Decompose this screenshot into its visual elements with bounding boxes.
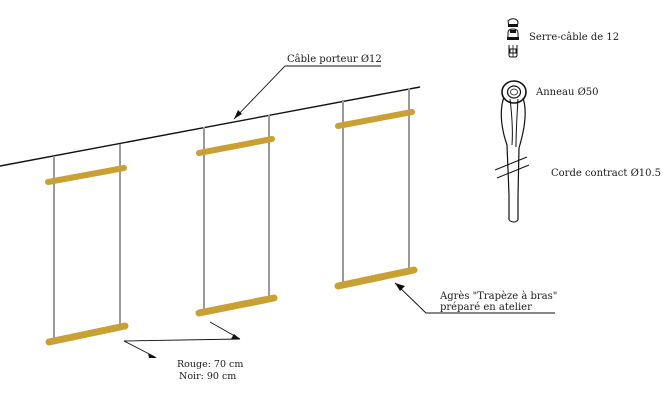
spacing-arrowhead-right — [231, 334, 240, 339]
trapeze-3 — [334, 88, 418, 290]
rope-loop-icon — [500, 96, 526, 223]
trapeze-2 — [195, 115, 278, 317]
cable-label-group: Câble porteur Ø12 — [233, 54, 382, 120]
spacing-label-line1: Rouge: 70 cm — [177, 359, 243, 370]
spacing-arrowhead-left — [148, 353, 157, 358]
trapeze-2-top-bar — [196, 136, 275, 156]
serre-cable-detail: Serre-câble de 12 — [507, 18, 619, 58]
cable-leader-arrowhead — [234, 110, 242, 119]
wire-clamp-icon — [507, 18, 519, 58]
corde-label: Corde contract Ø10.5 — [551, 168, 661, 179]
trapeze-1-top-bar — [45, 165, 127, 185]
serre-cable-label: Serre-câble de 12 — [529, 32, 619, 43]
trapeze-2-bottom-bar — [195, 294, 278, 317]
rope-break-symbol — [494, 156, 530, 179]
agres-label-line1: Agrès "Trapèze à bras" — [439, 291, 557, 302]
spacing-label-line2: Noir: 90 cm — [179, 371, 236, 382]
agres-label-line2: préparé en atelier — [440, 302, 532, 313]
ring-icon — [501, 80, 527, 104]
cable-leader-line — [233, 65, 381, 120]
carrier-cable — [0, 86, 421, 167]
spacing-dimension-line — [123, 338, 241, 342]
agres-leader-arrowhead — [395, 283, 405, 291]
cable-label: Câble porteur Ø12 — [287, 54, 382, 65]
trapeze-1 — [45, 144, 129, 346]
trapeze-3-bottom-bar — [334, 266, 418, 290]
spacing-dimension: Rouge: 70 cm Noir: 90 cm — [123, 321, 243, 382]
trapeze-1-bottom-bar — [45, 322, 129, 346]
agres-label-group: Agrès "Trapèze à bras" préparé en atelie… — [394, 282, 557, 314]
trapeze-3-top-bar — [335, 109, 415, 129]
anneau-label: Anneau Ø50 — [535, 87, 599, 98]
anneau-detail: Anneau Ø50 Corde contract Ø10.5 — [494, 80, 661, 223]
agres-leader-line — [394, 282, 555, 314]
